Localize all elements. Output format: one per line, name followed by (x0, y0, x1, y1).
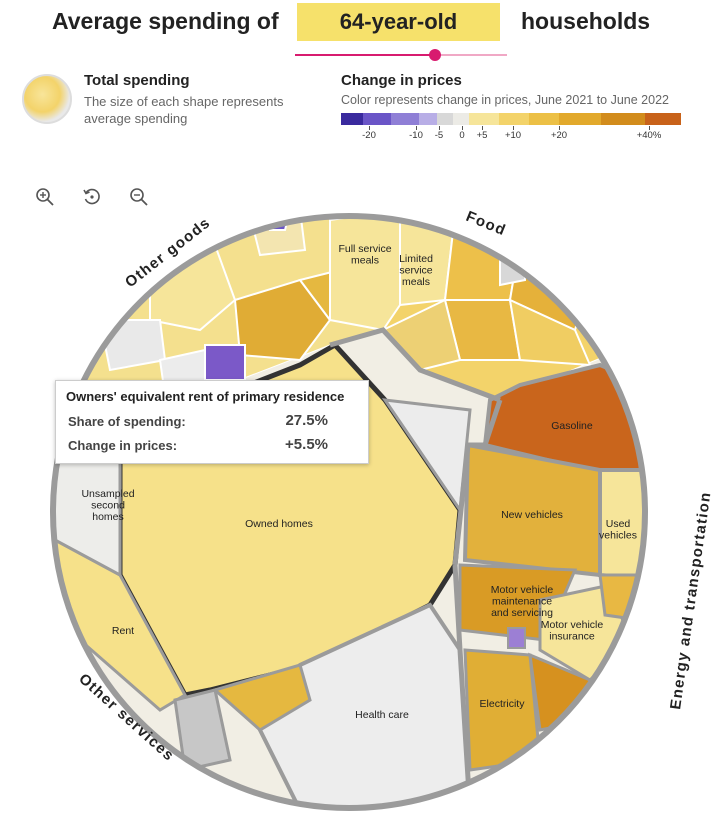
cell-label-gasoline: Gasoline (551, 420, 593, 432)
age-selector[interactable]: 64-year-old (297, 3, 500, 41)
color-scale-bin (363, 113, 391, 125)
cell-other-goods-4 (204, 344, 246, 381)
cell-label-limited-service-meals: Limited service meals (399, 253, 433, 288)
cell-label-new-vehicles: New vehicles (501, 509, 563, 521)
color-scale-bin (453, 113, 469, 125)
color-scale-tick-label: 0 (459, 130, 465, 141)
cell-gasoline (482, 362, 645, 478)
cell-label-unsampled-second-homes: Unsampled second homes (81, 488, 134, 523)
age-slider-fill (295, 54, 435, 56)
tooltip-title: Owners' equivalent rent of primary resid… (66, 389, 345, 404)
color-scale-tick (559, 126, 560, 130)
cell-label-rent: Rent (112, 625, 134, 637)
color-scale-tick (416, 126, 417, 130)
cell-label-health-care: Health care (355, 709, 409, 721)
legend-change-description: Color represents change in prices, June … (341, 93, 669, 107)
cell-label-motor-vehicle-insurance: Motor vehicle insurance (541, 619, 604, 643)
color-scale-tick-label: -10 (409, 130, 423, 141)
color-scale-bin (341, 113, 363, 125)
color-scale-tick (462, 126, 463, 130)
tooltip-change-label: Change in prices: (68, 438, 178, 453)
cell-label-owned-homes: Owned homes (245, 518, 313, 530)
tooltip: Owners' equivalent rent of primary resid… (55, 380, 369, 464)
age-slider-thumb[interactable] (428, 49, 441, 61)
legend-total-description: The size of each shape represents averag… (84, 94, 284, 126)
color-scale-tick-label: +5 (476, 130, 488, 141)
tooltip-share-value: 27.5% (285, 412, 328, 429)
cell-electricity (463, 648, 542, 772)
color-scale-tick (369, 126, 370, 130)
zoom-out-icon[interactable] (128, 186, 150, 208)
color-scale-tick (513, 126, 514, 130)
voronoi-treemap: Full service meals Limited service meals Gaso… (50, 208, 715, 811)
zoom-in-icon[interactable] (34, 186, 56, 208)
legend-total-spending: Total spending The size of each shape re… (22, 70, 312, 130)
color-scale-bin (469, 113, 499, 125)
cell-other-services-1 (211, 663, 312, 732)
color-scale-bar (341, 113, 681, 125)
reset-icon[interactable] (81, 186, 103, 208)
cell-other-goods-5 (98, 319, 167, 372)
color-scale-bin (529, 113, 559, 125)
title-suffix: households (521, 8, 651, 34)
color-scale-bin (437, 113, 453, 125)
header: Average spending of 64-year-old househol… (0, 0, 715, 62)
color-scale-tick-label: +10 (504, 130, 522, 141)
color-scale-tick (439, 126, 440, 130)
cell-full-service-meals (329, 216, 401, 332)
cell-label-electricity: Electricity (480, 698, 526, 710)
legend-change-title: Change in prices (341, 72, 462, 89)
color-scale-tick-label: +40% (636, 130, 662, 141)
color-scale-tick-label: -20 (362, 130, 376, 141)
legend-size-thumbnail (22, 74, 72, 124)
cell-food-4 (508, 298, 592, 367)
legend-change-in-prices: Change in prices Color represents change… (341, 70, 691, 145)
color-scale-bin (499, 113, 529, 125)
color-scale-tick (482, 126, 483, 130)
cell-label-used-vehicles: Used vehicles (599, 518, 637, 542)
group-label-food: Food (464, 208, 509, 239)
group-label-energy-and-transportation: Energy and transportation (667, 490, 714, 710)
legend-total-title: Total spending (84, 72, 190, 89)
tooltip-change-value: +5.5% (285, 436, 328, 453)
color-scale-bin (391, 113, 419, 125)
tooltip-share-label: Share of spending: (68, 414, 186, 429)
color-scale-tick (649, 126, 650, 130)
cell-purple-small (507, 627, 526, 649)
color-scale-bin (645, 113, 681, 125)
cell-label-full-service-meals: Full service meals (338, 243, 391, 267)
cell-other-services-2 (173, 688, 232, 772)
color-scale-tick-label: -5 (434, 130, 444, 141)
age-slider-track[interactable] (295, 54, 507, 56)
color-scale-bin (601, 113, 645, 125)
color-scale-bin (419, 113, 437, 125)
color-scale-bin (559, 113, 601, 125)
cell-label-motor-vehicle-maintenance-and-servicing: Motor vehicle maintenance and servicing (491, 584, 554, 619)
title-prefix: Average spending of (52, 8, 279, 34)
color-scale-tick-label: +20 (550, 130, 568, 141)
